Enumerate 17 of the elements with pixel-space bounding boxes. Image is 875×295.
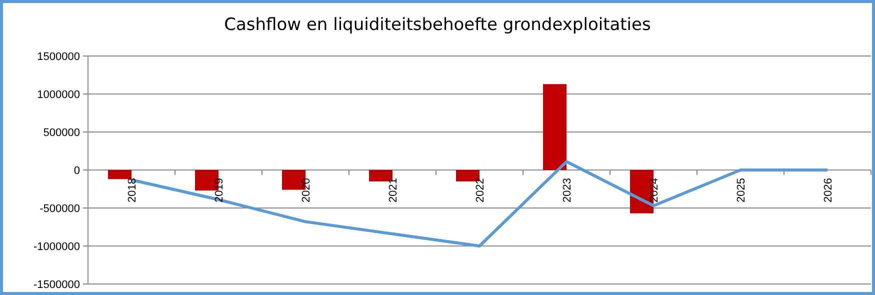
x-tick-label: 2020 [300, 178, 312, 202]
chart-title: Cashflow en liquiditeitsbehoefte grondexploitaties [224, 15, 651, 35]
x-tick-label: 2024 [648, 178, 660, 202]
x-tick-label: 2026 [822, 178, 834, 202]
x-tick-label: 2019 [214, 178, 226, 202]
x-tick-label: 2021 [388, 178, 400, 202]
y-tick-label: -1500000 [34, 279, 80, 291]
y-tick-label: 1000000 [37, 89, 80, 101]
y-tick-label: -500000 [40, 203, 80, 215]
x-tick-label: 2025 [736, 178, 748, 202]
y-tick-label: 0 [74, 165, 80, 177]
x-tick-label: 2022 [474, 178, 486, 202]
y-tick-label: 500000 [43, 127, 80, 139]
y-tick-label: 1500000 [37, 51, 80, 63]
y-tick-label: -1000000 [34, 241, 80, 253]
x-tick-label: 2023 [562, 178, 574, 202]
x-tick-label: 2018 [126, 178, 138, 202]
